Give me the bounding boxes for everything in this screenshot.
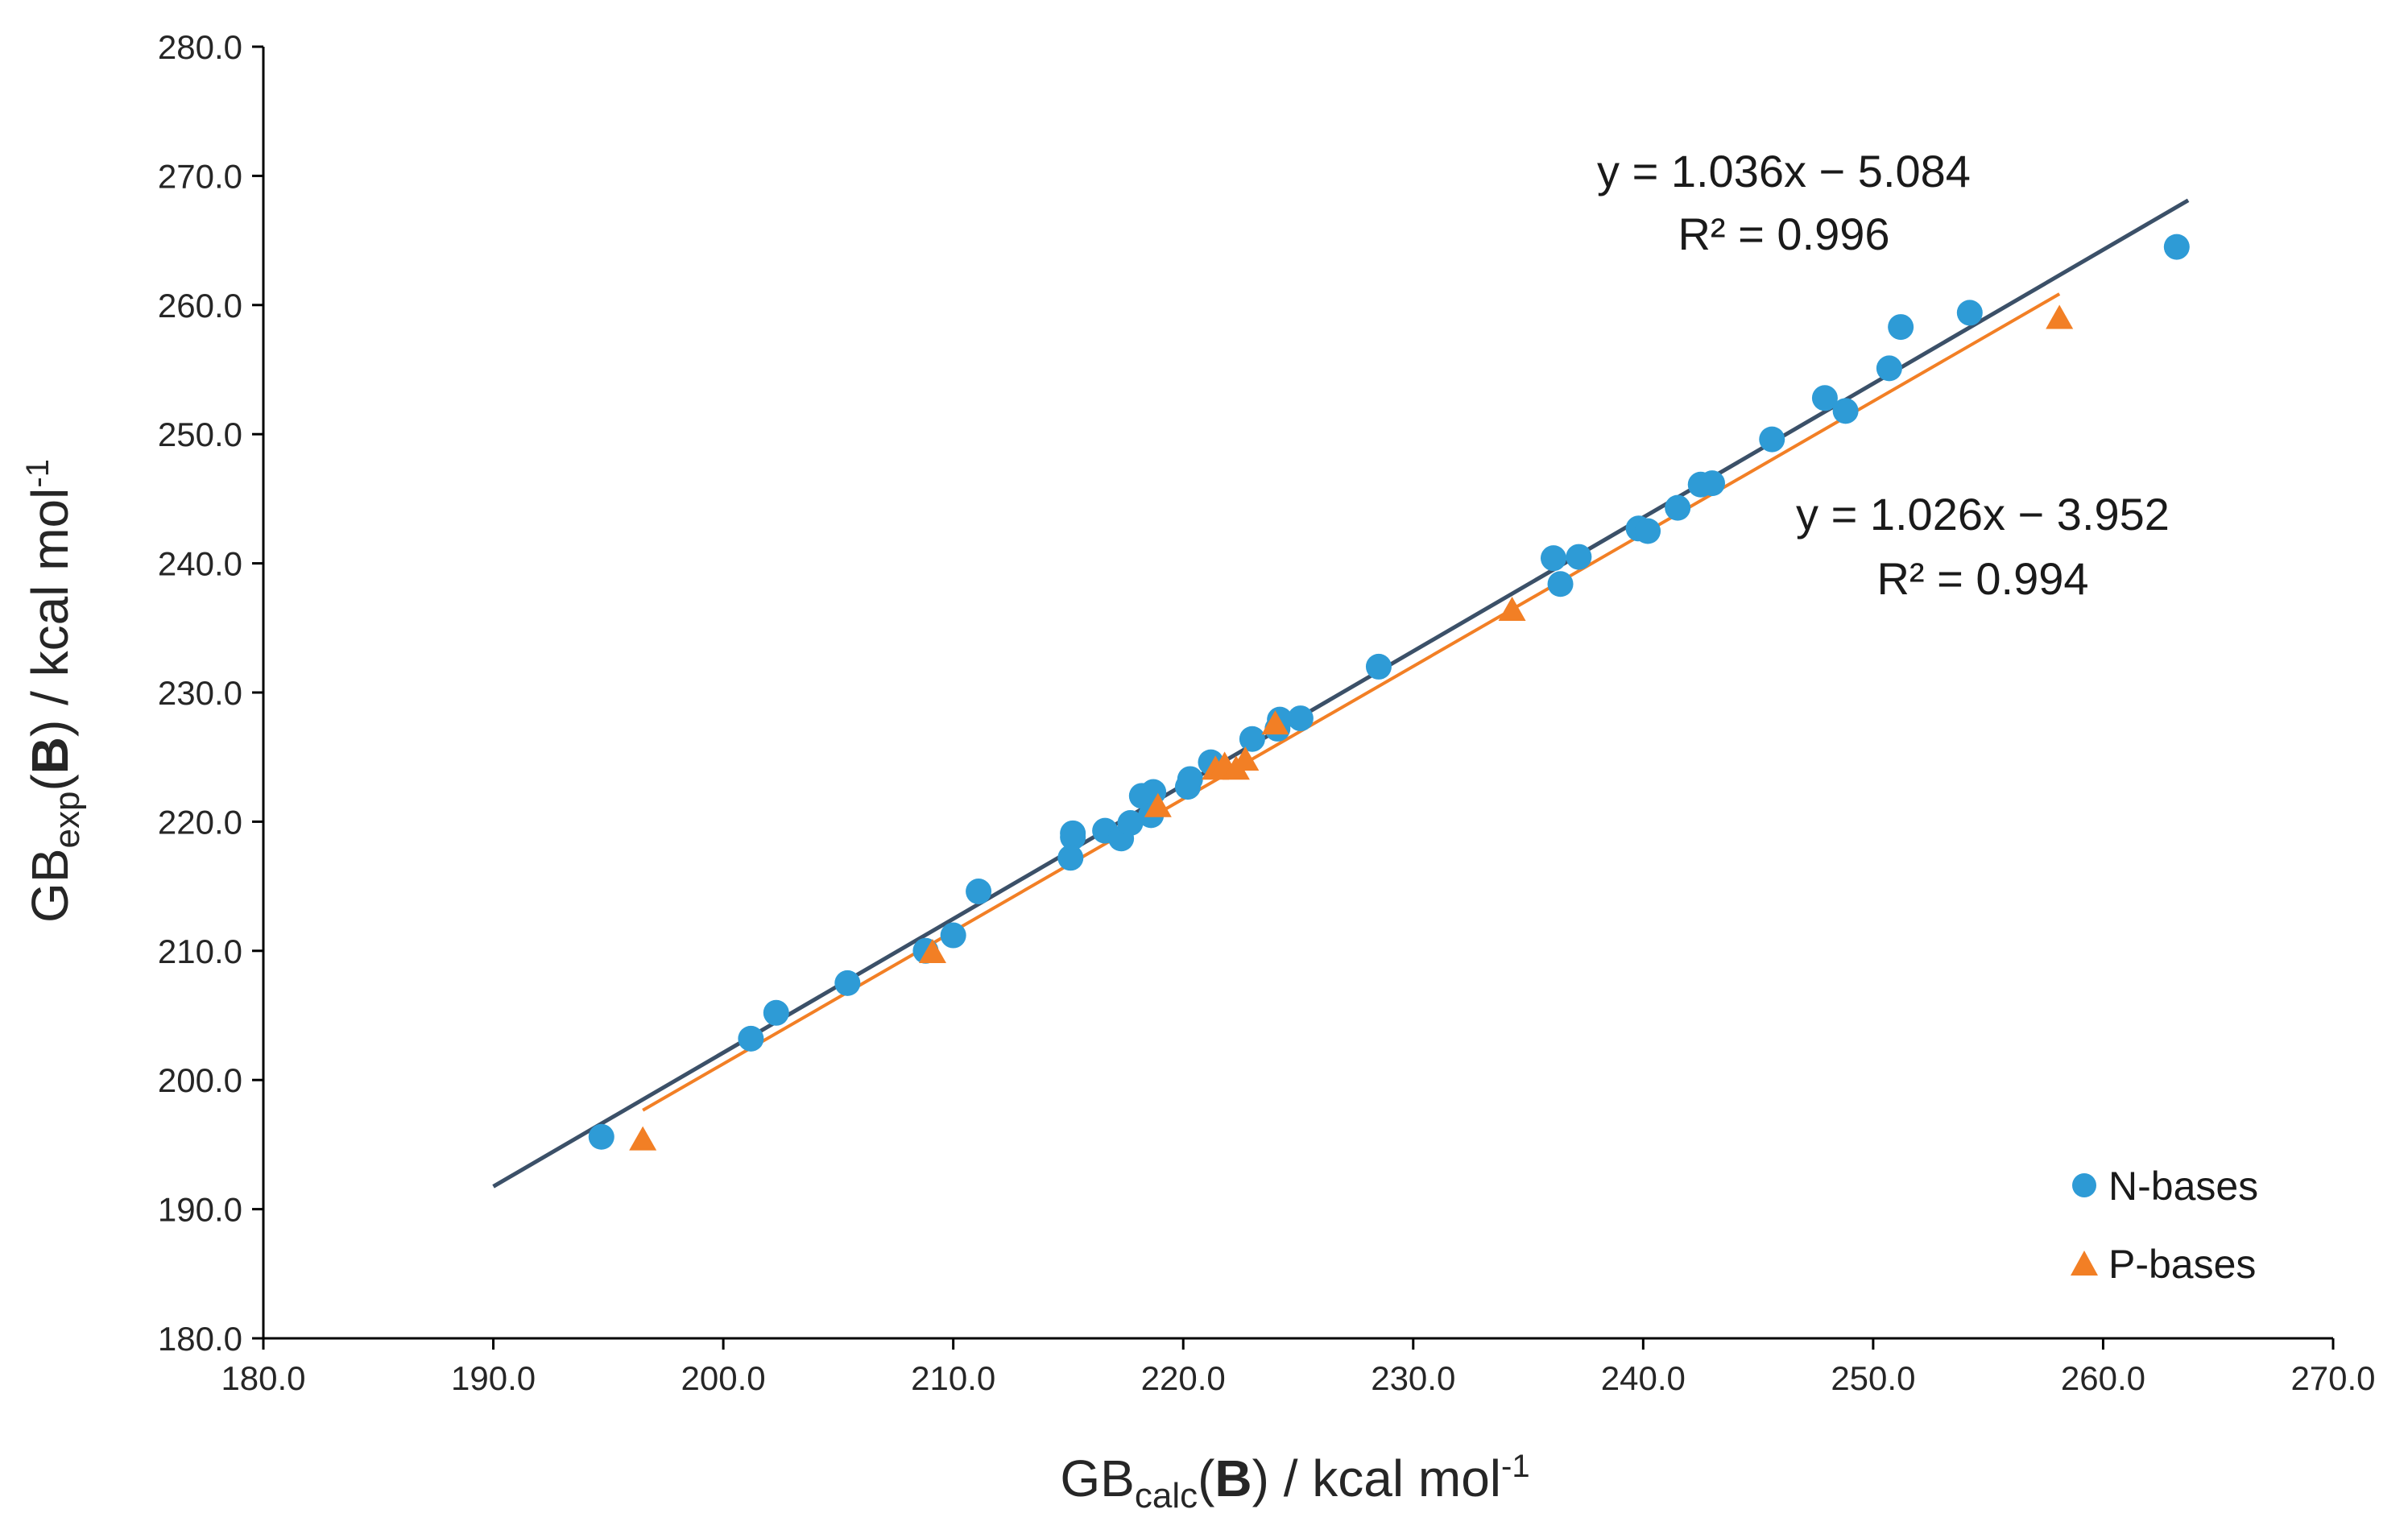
n-base-point — [1699, 470, 1725, 497]
n-base-point — [1832, 398, 1859, 424]
legend-n-bases-marker — [2072, 1173, 2096, 1197]
x-tick-label: 250.0 — [1831, 1359, 1915, 1397]
legend-p-bases-marker — [2071, 1251, 2098, 1276]
n-base-point — [1888, 314, 1914, 341]
n-base-point — [1759, 426, 1785, 453]
legend: N-bases P-bases — [2071, 1164, 2258, 1287]
data-points — [588, 234, 2190, 1151]
p-base-point — [1498, 596, 1526, 621]
legend-n-bases-label: N-bases — [2108, 1164, 2258, 1209]
p-base-point — [1261, 710, 1289, 735]
x-tick-label: 180.0 — [221, 1359, 305, 1397]
n-base-point — [940, 922, 966, 949]
n-base-point — [1060, 820, 1086, 846]
p-base-point — [1231, 746, 1260, 771]
p-base-point — [2046, 304, 2074, 329]
legend-p-bases-label: P-bases — [2108, 1242, 2256, 1287]
p-bases-trendline — [642, 292, 2061, 1112]
n-base-point — [763, 999, 789, 1026]
x-tick-label: 190.0 — [451, 1359, 536, 1397]
n-base-point — [1956, 300, 1983, 326]
y-tick-label: 190.0 — [158, 1191, 242, 1229]
p-bases-r2: R² = 0.994 — [1876, 553, 2088, 604]
n-base-point — [1635, 518, 1661, 544]
n-base-point — [1365, 653, 1392, 680]
n-base-point — [1177, 766, 1203, 792]
n-base-point — [588, 1123, 614, 1150]
x-tick-label: 240.0 — [1601, 1359, 1686, 1397]
n-base-point — [1239, 726, 1265, 752]
n-base-point — [1547, 571, 1574, 597]
n-base-point — [1566, 544, 1592, 570]
x-tick-label: 230.0 — [1371, 1359, 1455, 1397]
y-tick-label: 200.0 — [158, 1061, 242, 1099]
y-tick-label: 180.0 — [158, 1320, 242, 1358]
x-tick-label: 220.0 — [1141, 1359, 1226, 1397]
p-bases-equation: y = 1.026x − 3.952 — [1796, 489, 2170, 540]
p-base-point — [918, 939, 946, 964]
n-base-point — [1811, 385, 1838, 411]
y-tick-label: 220.0 — [158, 803, 242, 841]
x-axis-label: GBcalc(B) / kcal mol-1 — [1060, 1449, 1529, 1515]
y-tick-label: 230.0 — [158, 674, 242, 712]
n-base-point — [966, 879, 992, 905]
n-base-point — [834, 970, 861, 996]
n-base-point — [1057, 845, 1084, 871]
n-base-point — [738, 1025, 764, 1052]
p-base-point — [629, 1126, 657, 1151]
axes: 180.0 190.0 200.0 210.0 220.0 230.0 240.0 250.0… — [158, 28, 2376, 1397]
x-tick-label: 260.0 — [2061, 1359, 2145, 1397]
n-base-point — [1287, 705, 1314, 732]
n-base-point — [1540, 545, 1566, 572]
p-base-point — [1144, 792, 1172, 817]
y-tick-label: 250.0 — [158, 416, 242, 453]
y-tick-label: 210.0 — [158, 932, 242, 970]
n-base-point — [2163, 234, 2190, 260]
y-tick-label: 280.0 — [158, 28, 242, 66]
n-base-point — [1665, 494, 1691, 521]
y-tick-label: 270.0 — [158, 157, 242, 195]
y-tick-label: 240.0 — [158, 545, 242, 583]
y-axis-label: GBexp(B) / kcal mol-1 — [20, 459, 87, 923]
n-base-point — [1876, 355, 1902, 382]
x-tick-label: 200.0 — [681, 1359, 766, 1397]
x-tick-label: 270.0 — [2290, 1359, 2375, 1397]
n-bases-r2: R² = 0.996 — [1678, 209, 1889, 259]
y-tick-label: 260.0 — [158, 287, 242, 325]
n-base-point — [1117, 810, 1144, 837]
x-tick-label: 210.0 — [911, 1359, 995, 1397]
n-bases-equation: y = 1.036x − 5.084 — [1597, 146, 1971, 196]
